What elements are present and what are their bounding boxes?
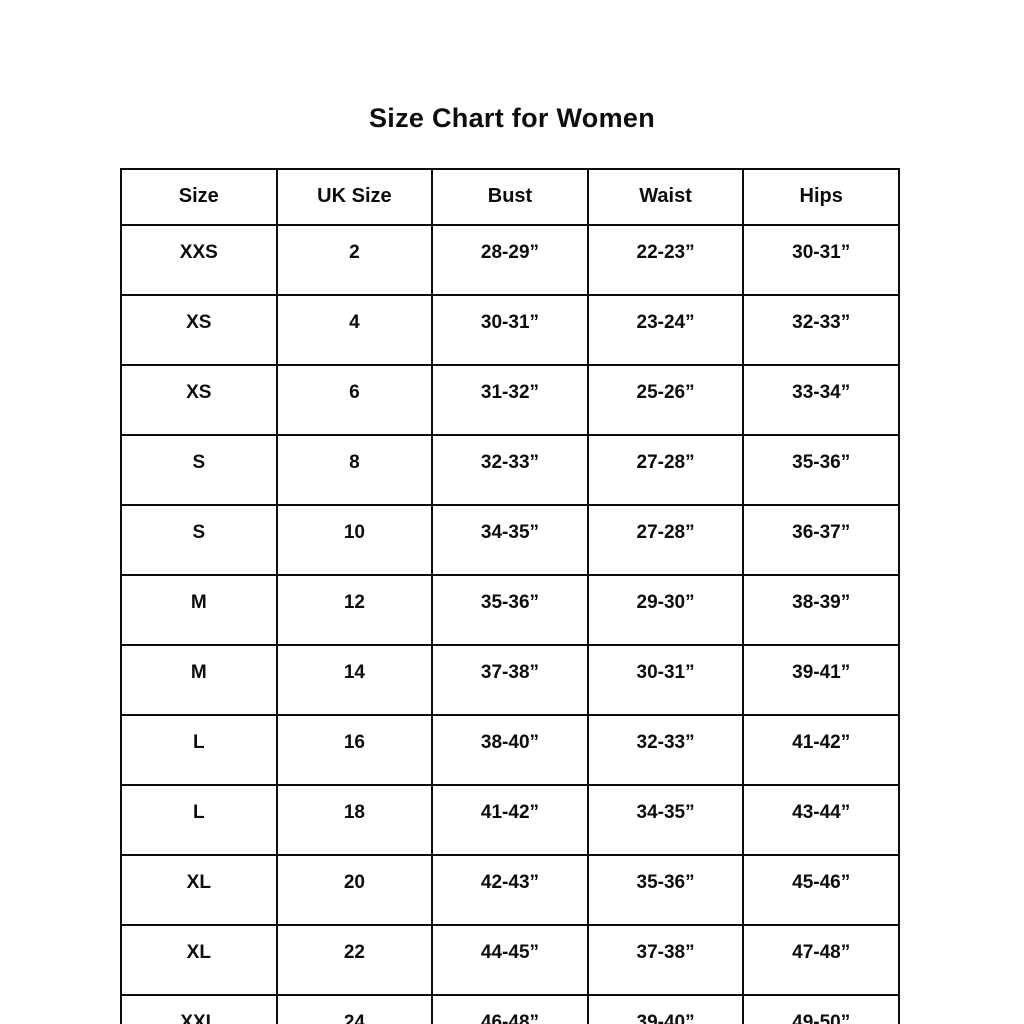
- table-cell: 22-23”: [586, 224, 745, 296]
- table-cell: 30-31”: [586, 644, 745, 716]
- table-row: XS 6 31-32” 25-26” 33-34”: [120, 364, 900, 436]
- table-row: M 12 35-36” 29-30” 38-39”: [120, 574, 900, 646]
- table-cell: 31-32”: [431, 364, 589, 436]
- table-cell: 42-43”: [431, 854, 589, 926]
- table-cell: 8: [275, 434, 434, 506]
- column-header-hips: Hips: [742, 168, 900, 226]
- table-cell: 27-28”: [586, 504, 745, 576]
- table-row: XXS 2 28-29” 22-23” 30-31”: [120, 224, 900, 296]
- table-row: L 16 38-40” 32-33” 41-42”: [120, 714, 900, 786]
- table-header: Size UK Size Bust Waist Hips: [120, 168, 900, 226]
- table-cell: 44-45”: [431, 924, 589, 996]
- table-cell: 35-36”: [586, 854, 745, 926]
- table-row: XS 4 30-31” 23-24” 32-33”: [120, 294, 900, 366]
- table-cell: XL: [120, 924, 278, 996]
- table-cell: 35-36”: [742, 434, 900, 506]
- table-cell: 25-26”: [586, 364, 745, 436]
- table-cell: 32-33”: [742, 294, 900, 366]
- table-cell: 6: [275, 364, 434, 436]
- table-cell: 41-42”: [742, 714, 900, 786]
- table-cell: L: [120, 784, 278, 856]
- column-header-waist: Waist: [586, 168, 745, 226]
- table-row: S 8 32-33” 27-28” 35-36”: [120, 434, 900, 506]
- table-cell: 38-39”: [742, 574, 900, 646]
- table-cell: 18: [275, 784, 434, 856]
- table-row: XL 20 42-43” 35-36” 45-46”: [120, 854, 900, 926]
- table-cell: 14: [275, 644, 434, 716]
- table-cell: 46-48”: [431, 994, 589, 1024]
- table-cell: L: [120, 714, 278, 786]
- table-cell: 32-33”: [586, 714, 745, 786]
- table-cell: 28-29”: [431, 224, 589, 296]
- table-cell: M: [120, 644, 278, 716]
- table-cell: 29-30”: [586, 574, 745, 646]
- table-cell: 10: [275, 504, 434, 576]
- table-cell: 35-36”: [431, 574, 589, 646]
- table-cell: 43-44”: [742, 784, 900, 856]
- table-cell: 12: [275, 574, 434, 646]
- column-header-bust: Bust: [431, 168, 589, 226]
- column-header-uk-size: UK Size: [275, 168, 434, 226]
- header-row: Size UK Size Bust Waist Hips: [120, 168, 900, 226]
- table-cell: XL: [120, 854, 278, 926]
- column-header-size: Size: [120, 168, 278, 226]
- table-cell: XXL: [120, 994, 278, 1024]
- table-cell: 22: [275, 924, 434, 996]
- table-cell: S: [120, 504, 278, 576]
- size-chart-table: Size UK Size Bust Waist Hips XXS 2 28-29” 22-23…: [120, 168, 900, 1024]
- table-cell: 33-34”: [742, 364, 900, 436]
- table-cell: 34-35”: [586, 784, 745, 856]
- table-row: S 10 34-35” 27-28” 36-37”: [120, 504, 900, 576]
- table-cell: 36-37”: [742, 504, 900, 576]
- table-row: M 14 37-38” 30-31” 39-41”: [120, 644, 900, 716]
- table-cell: 34-35”: [431, 504, 589, 576]
- table-cell: 49-50”: [742, 994, 900, 1024]
- table-cell: S: [120, 434, 278, 506]
- table-cell: XS: [120, 294, 278, 366]
- table-cell: XXS: [120, 224, 278, 296]
- table-cell: 47-48”: [742, 924, 900, 996]
- table-body: XXS 2 28-29” 22-23” 30-31” XS 4 30-31” 23-24” 32-…: [120, 224, 900, 1024]
- table-cell: 20: [275, 854, 434, 926]
- table-cell: 38-40”: [431, 714, 589, 786]
- table-row: XL 22 44-45” 37-38” 47-48”: [120, 924, 900, 996]
- page-title: Size Chart for Women: [368, 103, 656, 133]
- table-cell: M: [120, 574, 278, 646]
- table-cell: 39-40”: [586, 994, 745, 1024]
- table-cell: 30-31”: [742, 224, 900, 296]
- table-cell: 39-41”: [742, 644, 900, 716]
- table-cell: 45-46”: [742, 854, 900, 926]
- table-cell: 4: [275, 294, 434, 366]
- table-row: XXL 24 46-48” 39-40” 49-50”: [120, 994, 900, 1024]
- table-cell: 2: [275, 224, 434, 296]
- table-cell: 30-31”: [431, 294, 589, 366]
- table-cell: 24: [275, 994, 434, 1024]
- table-cell: 27-28”: [586, 434, 745, 506]
- table-row: L 18 41-42” 34-35” 43-44”: [120, 784, 900, 856]
- table-cell: 16: [275, 714, 434, 786]
- table-cell: 37-38”: [431, 644, 589, 716]
- table-cell: 37-38”: [586, 924, 745, 996]
- table-cell: 23-24”: [586, 294, 745, 366]
- table-cell: XS: [120, 364, 278, 436]
- table-cell: 32-33”: [431, 434, 589, 506]
- table-cell: 41-42”: [431, 784, 589, 856]
